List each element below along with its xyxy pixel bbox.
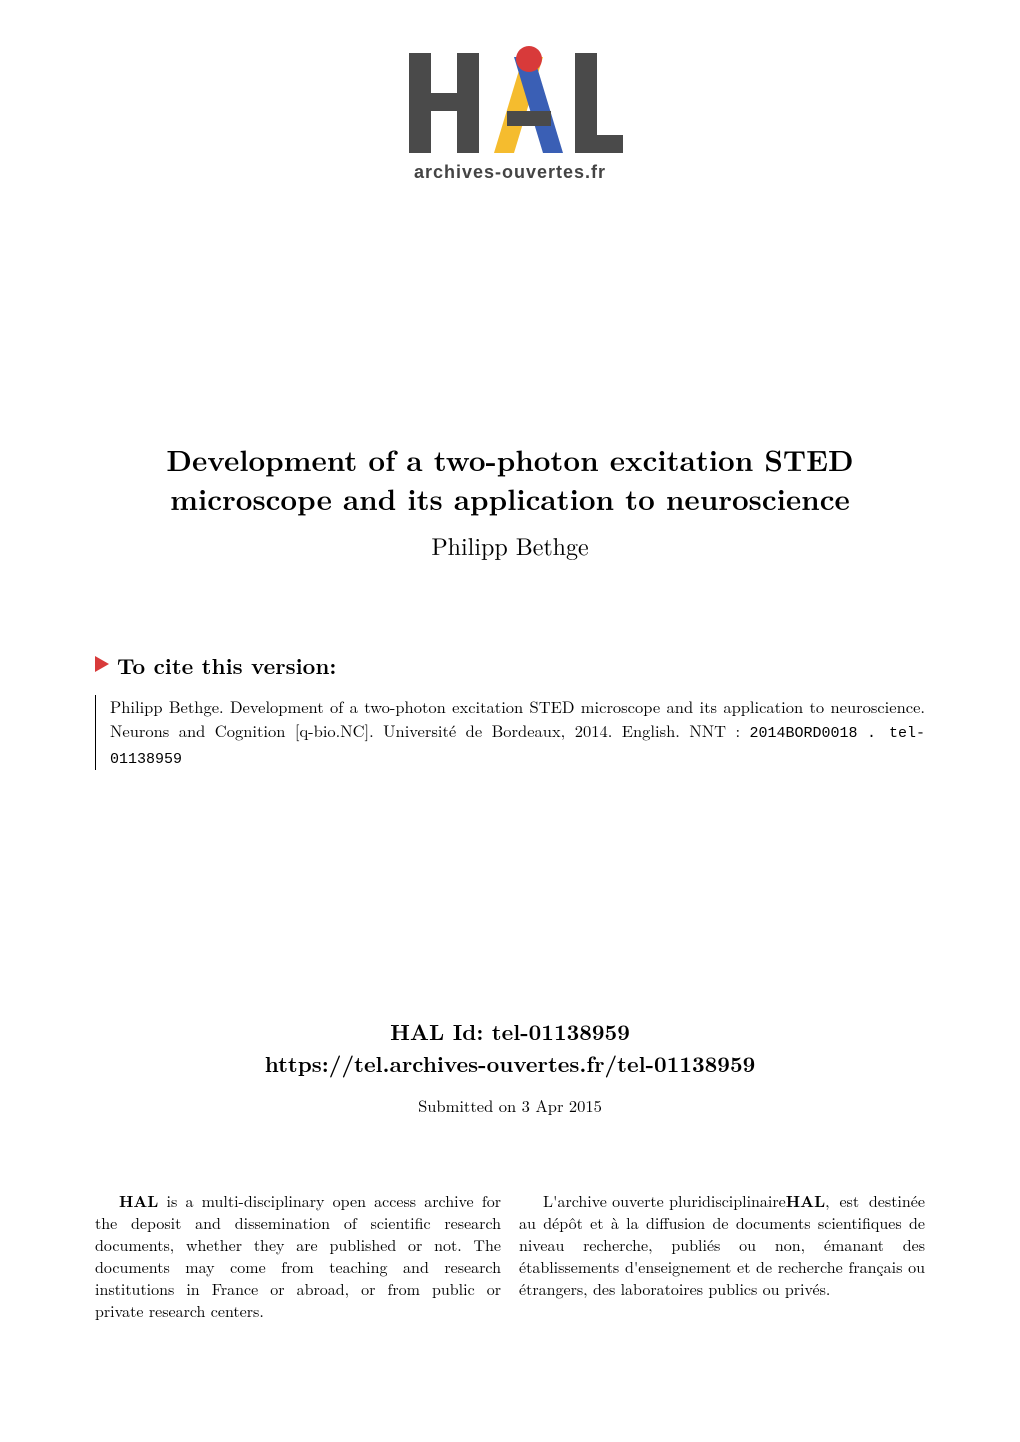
description-columns: HAL is a multi-disciplinary open access … <box>95 1190 925 1322</box>
hal-logo: archives-ouvertes.fr <box>395 45 625 183</box>
title-line-1: Development of a two-photon excitation S… <box>110 440 910 479</box>
hal-url[interactable]: https://tel.archives-ouvertes.fr/tel-011… <box>0 1048 1020 1079</box>
triangle-icon <box>95 654 109 677</box>
title-block: Development of a two-photon excitation S… <box>0 440 1020 562</box>
citation-nnt-value: 2014BORD0018 <box>750 725 858 742</box>
citation-nnt-label: NNT : <box>689 718 740 742</box>
title-line-2: microscope and its application to neuros… <box>110 479 910 518</box>
cite-header: To cite this version: <box>95 650 925 681</box>
citation-box: Philipp Bethge. Development of a two-pho… <box>95 695 925 770</box>
hal-id: HAL Id: tel-01138959 <box>0 1015 1020 1048</box>
col-fr-bold: HAL <box>786 1189 825 1212</box>
col-en-lead: HAL <box>119 1189 158 1212</box>
hal-id-block: HAL Id: tel-01138959 https://tel.archive… <box>0 1015 1020 1117</box>
submitted-date: Submitted on 3 Apr 2015 <box>0 1093 1020 1117</box>
description-col-fr: L'archive ouverte pluridisciplinaire HAL… <box>519 1190 925 1322</box>
col-fr-lead: L'archive ouverte pluridisciplinaire <box>543 1189 786 1212</box>
cite-section: To cite this version: Philipp Bethge. De… <box>95 650 925 770</box>
description-col-en: HAL is a multi-disciplinary open access … <box>95 1190 501 1322</box>
logo-subtitle: archives-ouvertes.fr <box>395 162 625 183</box>
hal-logo-svg <box>395 45 625 160</box>
cite-header-label: To cite this version: <box>117 650 336 681</box>
author-name: Philipp Bethge <box>110 528 910 562</box>
